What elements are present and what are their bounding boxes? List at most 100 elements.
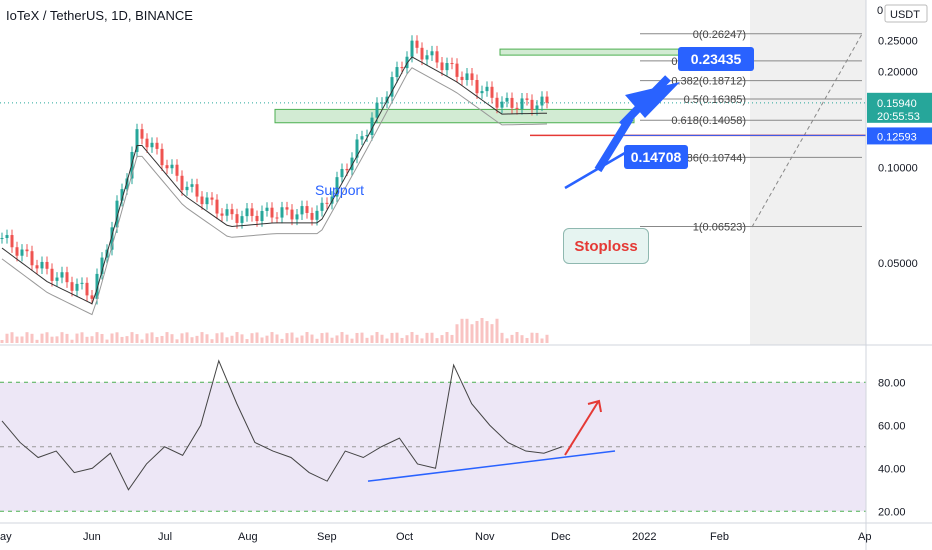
- candle-body: [65, 272, 69, 283]
- currency-badge: [884, 4, 928, 23]
- fib-level-label: 0.382(0.18712): [671, 76, 746, 88]
- volume-bar: [340, 332, 344, 343]
- fib-level-label: 0.5(0.16385): [684, 94, 746, 106]
- volume-bar: [485, 321, 489, 343]
- candle-body: [255, 215, 259, 222]
- candle-body: [450, 63, 454, 65]
- price-pane: 0(0.26247)0.236(0.21592)0.382(0.18712)0.…: [0, 0, 866, 345]
- volume-bar: [5, 333, 9, 343]
- volume-bar: [365, 337, 369, 343]
- candle-body: [355, 139, 359, 158]
- candle-body: [545, 96, 549, 103]
- candle-body: [515, 107, 519, 109]
- candle-body: [210, 197, 214, 200]
- volume-bar: [35, 339, 39, 343]
- candle-body: [30, 251, 34, 266]
- volume-bar: [180, 333, 184, 343]
- volume-bar: [415, 334, 419, 343]
- volume-bar: [430, 332, 434, 343]
- volume-bar: [145, 333, 149, 343]
- candle-body: [50, 268, 54, 281]
- candle-body: [145, 138, 149, 148]
- candle-body: [260, 210, 264, 222]
- volume-bar: [10, 332, 14, 343]
- volume-bar: [165, 332, 169, 343]
- volume-bar: [440, 335, 444, 343]
- price-tick-label: 0.25000: [878, 36, 918, 48]
- volume-bar: [255, 332, 259, 343]
- rsi-pane: [0, 359, 866, 512]
- candle-body: [320, 202, 324, 211]
- candle-body: [465, 73, 469, 81]
- time-tick-label: 2022: [632, 531, 656, 543]
- volume-bar: [360, 332, 364, 343]
- candle-body: [75, 283, 79, 291]
- volume-bar: [490, 324, 494, 343]
- candle-body: [235, 214, 239, 223]
- volume-bar: [80, 332, 84, 343]
- volume-bar: [310, 334, 314, 343]
- volume-bar: [170, 334, 174, 343]
- volume-bar: [315, 338, 319, 343]
- current-price-value: 0.15940: [877, 98, 917, 110]
- candle-body: [10, 235, 14, 248]
- volume-bar: [155, 337, 159, 343]
- volume-bar: [450, 334, 454, 343]
- candle-body: [15, 247, 19, 256]
- candle-body: [325, 202, 329, 204]
- volume-bar: [505, 338, 509, 343]
- candle-body: [535, 105, 539, 110]
- candle-body: [315, 210, 319, 220]
- candle-body: [520, 98, 524, 109]
- volume-bar: [390, 332, 394, 343]
- volume-bar: [375, 332, 379, 343]
- volume-bar: [280, 338, 284, 343]
- support-zone: [274, 108, 635, 124]
- volume-bar: [345, 334, 349, 343]
- volume-bar: [200, 332, 204, 343]
- candle-body: [85, 282, 89, 296]
- volume-bar: [480, 318, 484, 343]
- volume-bar: [385, 338, 389, 343]
- candle-body: [245, 208, 249, 217]
- volume-bar: [495, 318, 499, 343]
- candle-body: [225, 209, 229, 216]
- volume-bar: [55, 336, 59, 343]
- countdown-value: 20:55:53: [877, 111, 920, 123]
- candle-body: [95, 273, 99, 299]
- fib-level-label: 0.618(0.14058): [671, 115, 746, 127]
- currency-label: USDT: [890, 9, 920, 21]
- moving-average-slow: [1, 67, 548, 316]
- volume-bar: [190, 337, 194, 343]
- fib-level-label: 0.786(0.10744): [671, 152, 746, 164]
- candle-body: [445, 63, 449, 71]
- candle-body: [185, 186, 189, 191]
- candle-body: [405, 56, 409, 69]
- candle-body: [305, 206, 309, 213]
- volume-bar: [260, 337, 264, 343]
- candle-body: [0, 238, 4, 240]
- volume-bar: [325, 332, 329, 343]
- candle-body: [435, 51, 439, 63]
- volume-bar: [330, 337, 334, 343]
- candle-body: [480, 91, 484, 94]
- candle-body: [270, 207, 274, 218]
- candle-body: [165, 165, 169, 169]
- volume-bar: [135, 334, 139, 343]
- volume-bar: [130, 332, 134, 343]
- time-tick-label: Aug: [238, 531, 258, 543]
- volume-bar: [545, 334, 549, 343]
- candle-body: [155, 142, 159, 149]
- volume-bar: [90, 336, 94, 343]
- candle-body: [285, 207, 289, 210]
- stoploss-label: Stoploss: [563, 228, 649, 264]
- candle-body: [250, 208, 254, 216]
- candle-body: [45, 261, 49, 269]
- stoploss-price-value: 0.12593: [877, 131, 917, 143]
- candle-body: [90, 295, 94, 299]
- candle-body: [55, 277, 59, 281]
- volume-bar: [405, 335, 409, 343]
- volume-bar: [15, 336, 19, 343]
